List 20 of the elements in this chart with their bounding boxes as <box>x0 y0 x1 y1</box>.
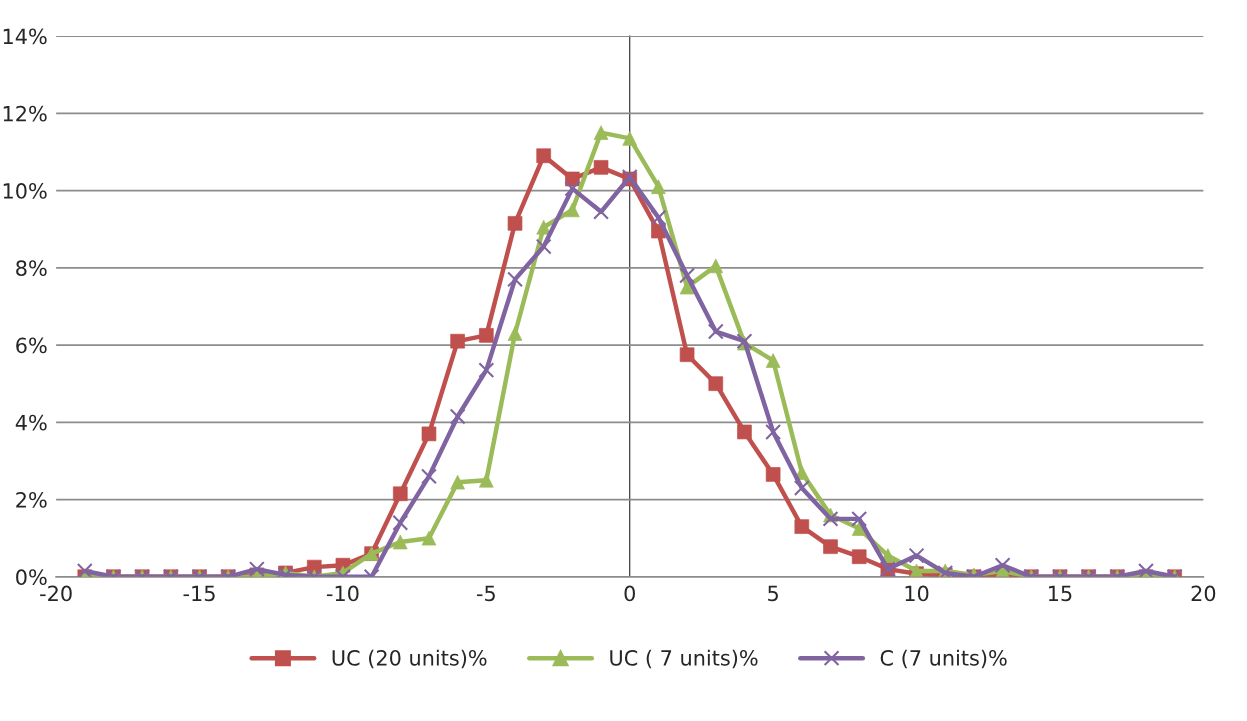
y-tick-label: 0% <box>16 569 47 586</box>
y-tick-label: 10% <box>3 183 47 199</box>
x-tick-label: -15 <box>183 585 215 602</box>
x-tick-label: -10 <box>326 585 359 602</box>
x-tick-label: 10 <box>905 585 929 602</box>
y-tick-label: 6% <box>16 337 47 354</box>
y-tick-label: 2% <box>16 492 47 508</box>
x-tick-label: 5 <box>768 585 778 602</box>
legend-label: UC ( 7 units)% <box>610 649 758 669</box>
legend-label: C (7 units)% <box>880 649 1007 669</box>
y-tick-label: 12% <box>3 105 47 122</box>
y-tick-label: 8% <box>16 260 47 277</box>
x-tick-label: 15 <box>1048 585 1072 602</box>
legend-label: UC (20 units)% <box>332 649 487 669</box>
x-tick-label: -5 <box>476 585 495 602</box>
y-tick-label: 4% <box>15 414 47 431</box>
x-tick-label: 0 <box>624 585 635 602</box>
x-tick-label: 20 <box>1191 585 1216 602</box>
x-tick-label: -20 <box>40 585 72 602</box>
y-tick-label: 14% <box>3 28 47 45</box>
